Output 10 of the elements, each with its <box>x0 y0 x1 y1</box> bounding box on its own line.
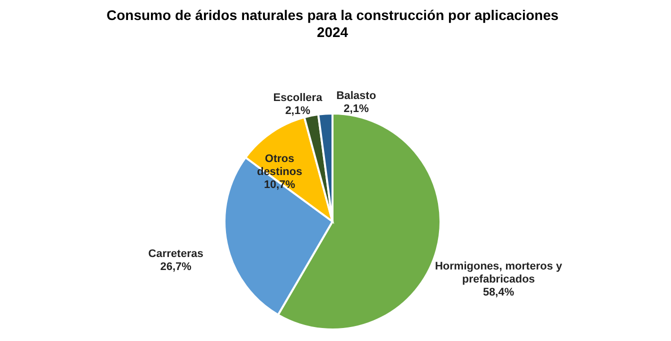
chart-title: Consumo de áridos naturales para la construcción por aplicaciones <box>106 6 559 23</box>
slice-label: Escollera <box>273 92 324 104</box>
slice-label: Hormigones, morteros y prefabricados <box>434 260 563 286</box>
data-label: 2,1% <box>344 102 369 115</box>
chart-subtitle: 2024 <box>316 24 348 40</box>
slice-label: Carreteras <box>148 248 204 260</box>
slice-label: Balasto <box>336 90 376 102</box>
data-label: 58,4% <box>482 286 514 298</box>
data-label: 26,7% <box>160 260 192 273</box>
data-label: 2,1% <box>285 104 310 117</box>
